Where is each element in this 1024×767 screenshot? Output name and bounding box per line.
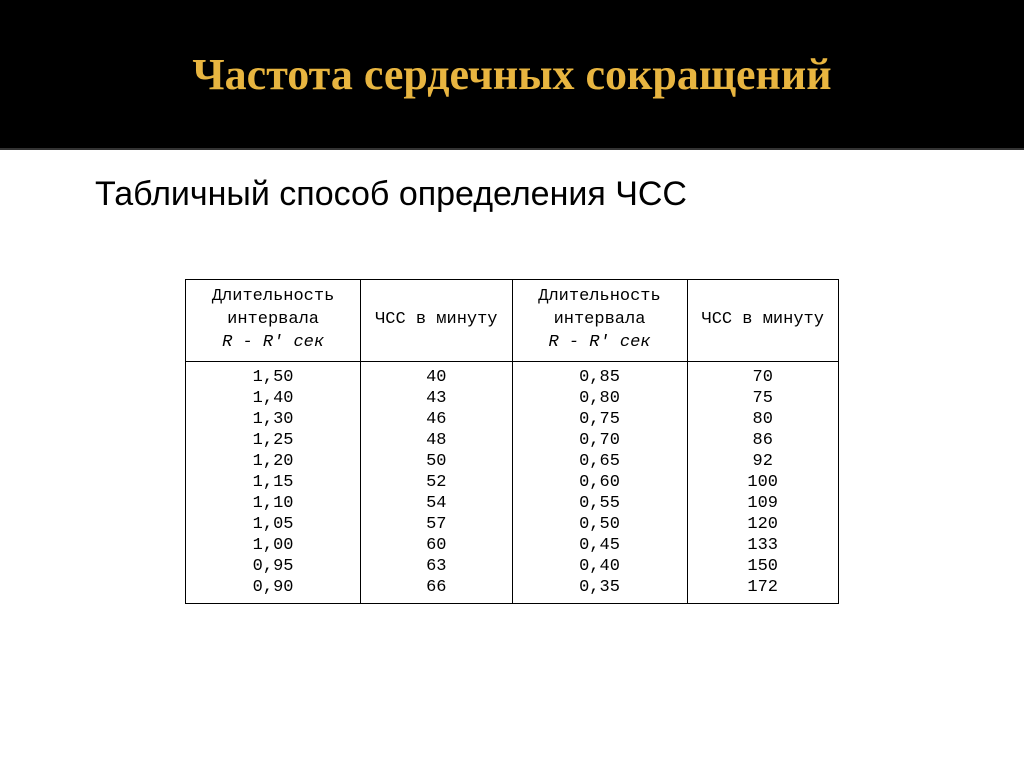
table-cell: 0,40 <box>512 556 687 577</box>
table-cell: 1,00 <box>186 535 361 556</box>
title-bar: Частота сердечных сокращений <box>0 0 1024 150</box>
table-cell: 1,15 <box>186 472 361 493</box>
page-title: Частота сердечных сокращений <box>192 49 831 100</box>
table-cell: 54 <box>361 493 512 514</box>
table-cell: 1,10 <box>186 493 361 514</box>
table-cell: 0,95 <box>186 556 361 577</box>
table-cell: 80 <box>687 409 838 430</box>
table-cell: 75 <box>687 388 838 409</box>
table-row: 0,90660,35172 <box>186 577 839 604</box>
table-cell: 1,20 <box>186 451 361 472</box>
col-header-hr-2: ЧСС в минуту <box>687 280 838 362</box>
hr-table: Длительность интервала R - R' сек ЧСС в … <box>185 279 839 604</box>
table-cell: 60 <box>361 535 512 556</box>
table-cell: 0,65 <box>512 451 687 472</box>
table-cell: 50 <box>361 451 512 472</box>
table-cell: 0,80 <box>512 388 687 409</box>
table-cell: 0,60 <box>512 472 687 493</box>
table-cell: 48 <box>361 430 512 451</box>
table-cell: 66 <box>361 577 512 604</box>
table-row: 1,15520,60100 <box>186 472 839 493</box>
table-cell: 0,50 <box>512 514 687 535</box>
table-cell: 40 <box>361 361 512 388</box>
col-header-interval-1: Длительность интервала R - R' сек <box>186 280 361 362</box>
table-row: 1,10540,55109 <box>186 493 839 514</box>
table-cell: 0,70 <box>512 430 687 451</box>
table-cell: 70 <box>687 361 838 388</box>
table-row: 1,20500,6592 <box>186 451 839 472</box>
table-cell: 0,85 <box>512 361 687 388</box>
table-cell: 43 <box>361 388 512 409</box>
table-cell: 0,75 <box>512 409 687 430</box>
table-container: Длительность интервала R - R' сек ЧСС в … <box>0 279 1024 604</box>
table-row: 1,00600,45133 <box>186 535 839 556</box>
table-cell: 63 <box>361 556 512 577</box>
table-cell: 0,55 <box>512 493 687 514</box>
table-cell: 0,90 <box>186 577 361 604</box>
table-body: 1,50400,85701,40430,80751,30460,75801,25… <box>186 361 839 603</box>
table-row: 1,30460,7580 <box>186 409 839 430</box>
table-row: 1,50400,8570 <box>186 361 839 388</box>
table-cell: 1,50 <box>186 361 361 388</box>
table-cell: 86 <box>687 430 838 451</box>
table-cell: 133 <box>687 535 838 556</box>
table-cell: 1,25 <box>186 430 361 451</box>
table-head: Длительность интервала R - R' сек ЧСС в … <box>186 280 839 362</box>
table-row: 1,25480,7086 <box>186 430 839 451</box>
table-header-row: Длительность интервала R - R' сек ЧСС в … <box>186 280 839 362</box>
col-header-hr-1: ЧСС в минуту <box>361 280 512 362</box>
col-header-interval-2: Длительность интервала R - R' сек <box>512 280 687 362</box>
table-cell: 52 <box>361 472 512 493</box>
table-cell: 1,05 <box>186 514 361 535</box>
table-row: 1,40430,8075 <box>186 388 839 409</box>
table-cell: 172 <box>687 577 838 604</box>
table-row: 0,95630,40150 <box>186 556 839 577</box>
table-cell: 0,45 <box>512 535 687 556</box>
table-cell: 46 <box>361 409 512 430</box>
table-cell: 109 <box>687 493 838 514</box>
table-cell: 1,40 <box>186 388 361 409</box>
table-cell: 150 <box>687 556 838 577</box>
table-cell: 120 <box>687 514 838 535</box>
table-cell: 1,30 <box>186 409 361 430</box>
table-cell: 92 <box>687 451 838 472</box>
table-cell: 57 <box>361 514 512 535</box>
subtitle: Табличный способ определения ЧСС <box>0 150 1024 224</box>
table-cell: 0,35 <box>512 577 687 604</box>
table-cell: 100 <box>687 472 838 493</box>
table-row: 1,05570,50120 <box>186 514 839 535</box>
